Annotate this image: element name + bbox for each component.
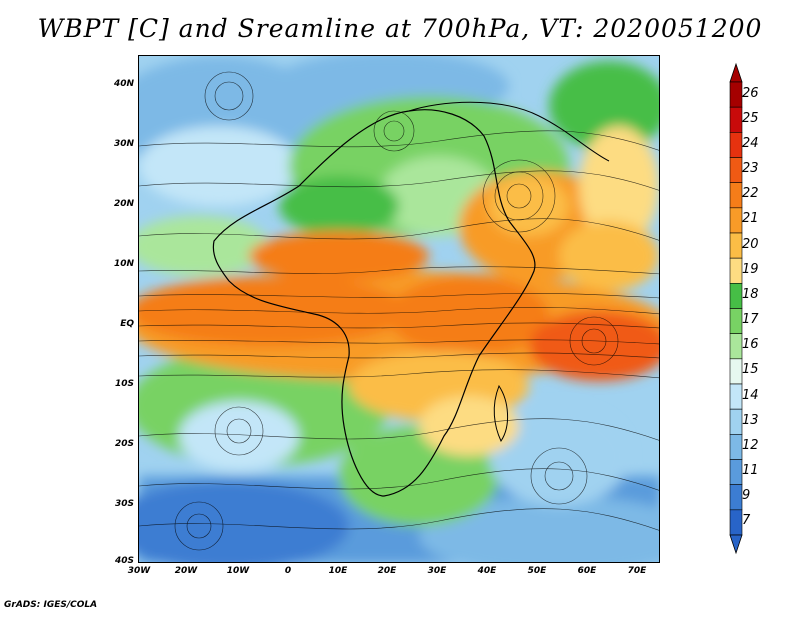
lat-label: 20N: [113, 199, 134, 209]
colorbar-label: 11: [742, 463, 759, 479]
colorbar-swatch: [729, 283, 743, 309]
colorbar-swatch: [729, 308, 743, 334]
lon-label: 10W: [226, 566, 250, 576]
colorbar-swatch: [729, 484, 743, 511]
colorbar-swatch: [729, 383, 743, 410]
lat-label: 40S: [114, 556, 134, 566]
colorbar-swatch: [729, 157, 743, 183]
colorbar-label: 19: [742, 261, 759, 277]
colorbar-label: 13: [742, 412, 759, 428]
colorbar-bottom-arrow: [729, 534, 743, 555]
colorbar-swatch: [729, 408, 743, 435]
colorbar-label: 26: [742, 85, 759, 101]
colorbar-swatch: [729, 333, 743, 360]
colorbar-label: 15: [742, 362, 759, 378]
colorbar-swatch: [729, 106, 743, 133]
colorbar-label: 24: [742, 135, 759, 151]
wbpt-field: [139, 56, 659, 562]
lat-label: 20S: [114, 439, 134, 449]
colorbar-swatch: [729, 257, 743, 284]
lon-label: 50E: [527, 566, 547, 576]
colorbar-top-arrow: [729, 62, 743, 83]
lat-label: 40N: [113, 79, 134, 89]
colorbar-swatch: [729, 434, 743, 460]
lat-label: 10N: [113, 259, 134, 269]
colorbar: [729, 62, 743, 555]
grads-credit: GrADS: IGES/COLA: [4, 600, 98, 610]
map-title: WBPT [C] and Sreamline at 700hPa, VT: 20…: [37, 14, 763, 43]
colorbar-swatch: [729, 81, 743, 108]
colorbar-label: 21: [742, 211, 759, 227]
colorbar-label: 18: [742, 286, 759, 302]
lon-label: 20W: [174, 566, 198, 576]
lon-label: 70E: [627, 566, 647, 576]
colorbar-swatch: [729, 207, 743, 234]
colorbar-swatch: [729, 509, 743, 536]
lat-label: EQ: [120, 319, 134, 329]
colorbar-label: 9: [742, 488, 751, 504]
colorbar-label: 12: [742, 437, 759, 453]
lon-label: 30W: [127, 566, 151, 576]
colorbar-swatch: [729, 182, 743, 209]
colorbar-label: 20: [742, 236, 759, 252]
colorbar-label: 17: [742, 312, 759, 328]
colorbar-swatch: [729, 232, 743, 259]
colorbar-label: 14: [742, 387, 759, 403]
lat-label: 30N: [113, 139, 134, 149]
colorbar-label: 25: [742, 110, 759, 126]
lon-label: 20E: [377, 566, 397, 576]
lon-label: 60E: [577, 566, 597, 576]
lat-label: 10S: [114, 379, 134, 389]
lon-label: 0: [284, 566, 292, 576]
colorbar-swatch: [729, 459, 743, 485]
colorbar-label: 7: [742, 513, 751, 529]
lon-label: 30E: [427, 566, 447, 576]
colorbar-label: 22: [742, 186, 759, 202]
lat-label: 30S: [114, 499, 134, 509]
colorbar-swatch: [729, 132, 743, 158]
lon-label: 10E: [328, 566, 348, 576]
colorbar-label: 23: [742, 161, 759, 177]
map-plot-area: [138, 55, 660, 563]
colorbar-label: 16: [742, 337, 759, 353]
colorbar-swatch: [729, 358, 743, 385]
lon-label: 40E: [477, 566, 497, 576]
